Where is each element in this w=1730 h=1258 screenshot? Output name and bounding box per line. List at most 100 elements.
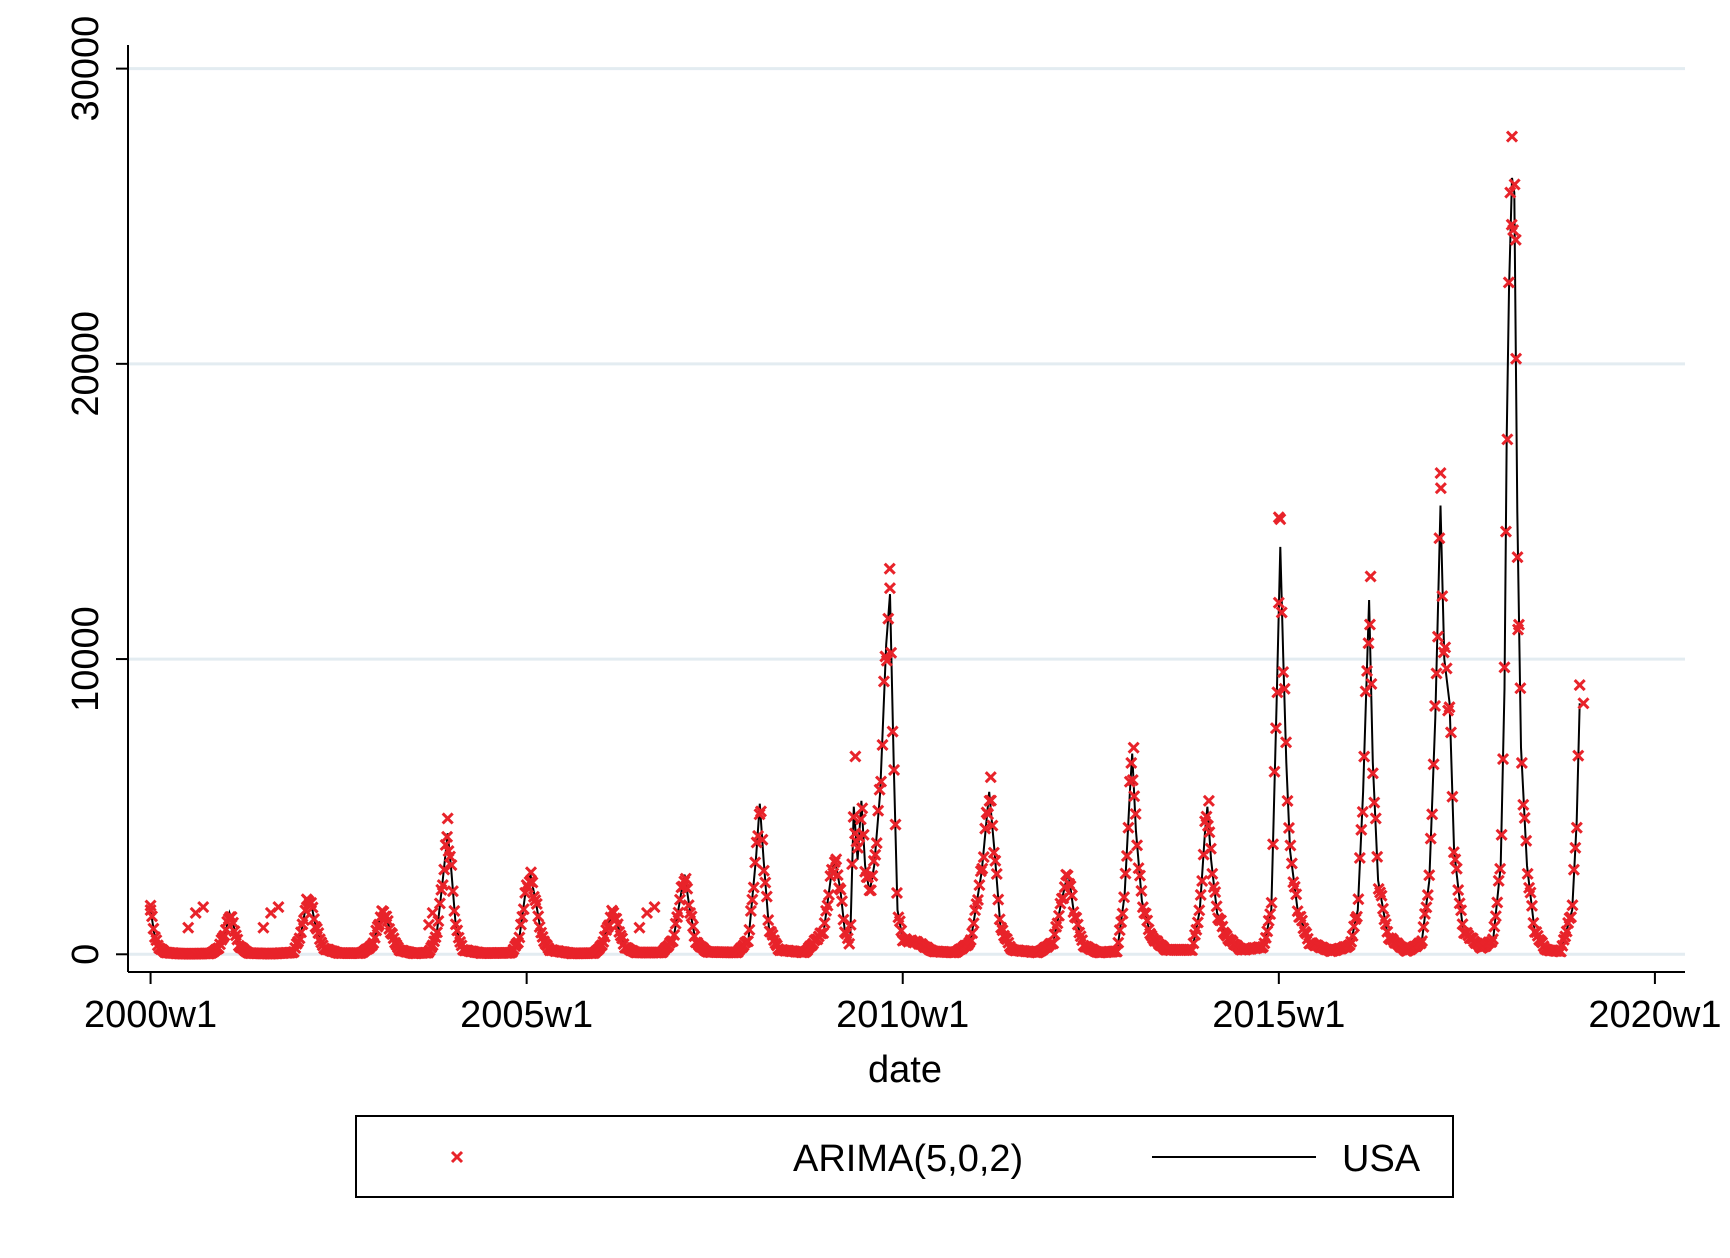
arima-marker-775 bbox=[1265, 896, 1278, 909]
arima-marker-106-b bbox=[297, 914, 310, 927]
arima-marker-417 bbox=[747, 881, 760, 894]
arima-marker-414-b bbox=[743, 923, 756, 936]
arima-marker-511-b bbox=[883, 562, 896, 575]
arima-marker-930 bbox=[1489, 910, 1502, 923]
arima-marker-200 bbox=[433, 897, 446, 910]
arima-marker-904-b bbox=[1452, 884, 1465, 897]
arima-marker-466-b bbox=[818, 916, 831, 930]
arima-marker-478 bbox=[835, 895, 849, 908]
arima-marker-499 bbox=[866, 869, 879, 882]
arima-marker-255-b bbox=[513, 931, 526, 944]
arima-marker-extra-23 bbox=[1511, 623, 1525, 636]
arima-marker-944 bbox=[1509, 352, 1523, 365]
arima-marker-413-b bbox=[741, 935, 755, 948]
arima-marker-937 bbox=[1499, 525, 1512, 538]
arima-marker-848-b bbox=[1371, 850, 1384, 863]
arima-marker-772 bbox=[1261, 925, 1274, 938]
arima-marker-extra-18-b bbox=[1272, 511, 1285, 524]
arima-marker-589-b bbox=[996, 924, 1009, 937]
arima-marker-942 bbox=[1507, 224, 1520, 237]
arima-marker-484-b bbox=[844, 918, 857, 931]
arima-marker-789-b bbox=[1285, 857, 1298, 870]
arima-marker-extra-6-b bbox=[272, 900, 285, 914]
arima-marker-370-b bbox=[679, 872, 692, 885]
arima-marker-737 bbox=[1210, 900, 1223, 913]
arima-marker-255 bbox=[513, 931, 526, 944]
arima-marker-631 bbox=[1057, 892, 1070, 905]
arima-marker-4-b bbox=[150, 934, 163, 947]
arima-marker-362 bbox=[668, 928, 681, 942]
y-tick-label-0: 0 bbox=[65, 944, 107, 965]
arima-marker-208 bbox=[445, 859, 458, 872]
arima-marker-extra-0-b bbox=[144, 899, 157, 912]
arima-marker-959-b bbox=[1531, 929, 1544, 942]
arima-marker-577 bbox=[979, 822, 992, 835]
arima-marker-935-b bbox=[1496, 752, 1510, 766]
arima-marker-950-b bbox=[1518, 811, 1531, 825]
arima-marker-469-b bbox=[822, 888, 836, 901]
arima-marker-430-b bbox=[766, 928, 779, 941]
arima-marker-extra-10 bbox=[633, 921, 646, 934]
arima-marker-638-b bbox=[1067, 905, 1080, 919]
arima-marker-724-b bbox=[1191, 916, 1204, 929]
arima-marker-209 bbox=[446, 885, 459, 898]
arima-marker-783 bbox=[1277, 665, 1290, 679]
x-tick-label-4: 2020w1 bbox=[1588, 994, 1721, 1036]
arima-marker-891-b bbox=[1433, 532, 1446, 545]
arima-marker-834-b bbox=[1350, 910, 1363, 923]
arima-marker-835 bbox=[1352, 893, 1365, 906]
arima-marker-737-b bbox=[1210, 900, 1223, 913]
arima-marker-730-b bbox=[1200, 810, 1213, 823]
arima-marker-788-b bbox=[1284, 839, 1297, 852]
arima-marker-891 bbox=[1433, 532, 1446, 545]
arima-marker-491 bbox=[854, 813, 867, 826]
arima-marker-987 bbox=[1572, 749, 1585, 762]
arima-marker-362-b bbox=[668, 928, 681, 942]
arima-marker-779 bbox=[1271, 686, 1284, 699]
arima-marker-508-b bbox=[879, 650, 892, 663]
arima-marker-423 bbox=[756, 833, 769, 846]
arima-marker-837-b bbox=[1355, 823, 1368, 836]
arima-marker-778 bbox=[1269, 722, 1282, 735]
arima-marker-668-b bbox=[1110, 945, 1123, 958]
arima-marker-882 bbox=[1420, 901, 1433, 914]
arima-marker-514 bbox=[887, 763, 901, 777]
arima-marker-885-b bbox=[1424, 832, 1437, 845]
arima-marker-503-b bbox=[872, 804, 885, 817]
arima-marker-942-b bbox=[1507, 224, 1520, 237]
arima-marker-733 bbox=[1204, 842, 1217, 855]
arima-marker-324-b bbox=[613, 925, 626, 938]
arima-marker-424 bbox=[757, 864, 770, 877]
arima-marker-465-b bbox=[817, 926, 830, 940]
arima-marker-903-b bbox=[1450, 862, 1463, 875]
arima-marker-903 bbox=[1450, 862, 1463, 875]
arima-marker-198-b bbox=[430, 926, 444, 939]
arima-marker-938 bbox=[1501, 433, 1514, 446]
arima-marker-785-b bbox=[1279, 736, 1293, 749]
arima-marker-519 bbox=[895, 924, 908, 937]
arima-marker-799-b bbox=[1300, 927, 1313, 940]
arima-marker-888 bbox=[1428, 699, 1442, 713]
arima-marker-475-b bbox=[831, 869, 844, 882]
arima-marker-extra-19 bbox=[1364, 570, 1377, 583]
arima-marker-831-b bbox=[1346, 929, 1359, 942]
arima-marker-205-b bbox=[441, 830, 454, 843]
arima-marker-513-b bbox=[886, 725, 899, 738]
x-tick-label-0: 2000w1 bbox=[84, 994, 217, 1036]
arima-marker-extra-3 bbox=[197, 900, 210, 914]
arima-marker-413 bbox=[741, 935, 755, 948]
arima-marker-680-b bbox=[1128, 790, 1141, 803]
arima-marker-685 bbox=[1135, 884, 1148, 898]
arima-marker-934 bbox=[1495, 828, 1508, 841]
arima-marker-678 bbox=[1125, 756, 1138, 770]
arima-marker-59-b bbox=[229, 929, 242, 942]
arima-marker-263 bbox=[524, 866, 538, 879]
arima-marker-492 bbox=[856, 802, 869, 815]
arima-marker-841 bbox=[1361, 664, 1374, 677]
arima-marker-518 bbox=[893, 915, 906, 928]
arima-marker-958-b bbox=[1530, 925, 1543, 939]
arima-marker-513 bbox=[886, 725, 899, 738]
arima-marker-extra-16 bbox=[1127, 741, 1140, 754]
arima-marker-847-b bbox=[1369, 812, 1382, 825]
arima-marker-478-b bbox=[835, 895, 849, 908]
